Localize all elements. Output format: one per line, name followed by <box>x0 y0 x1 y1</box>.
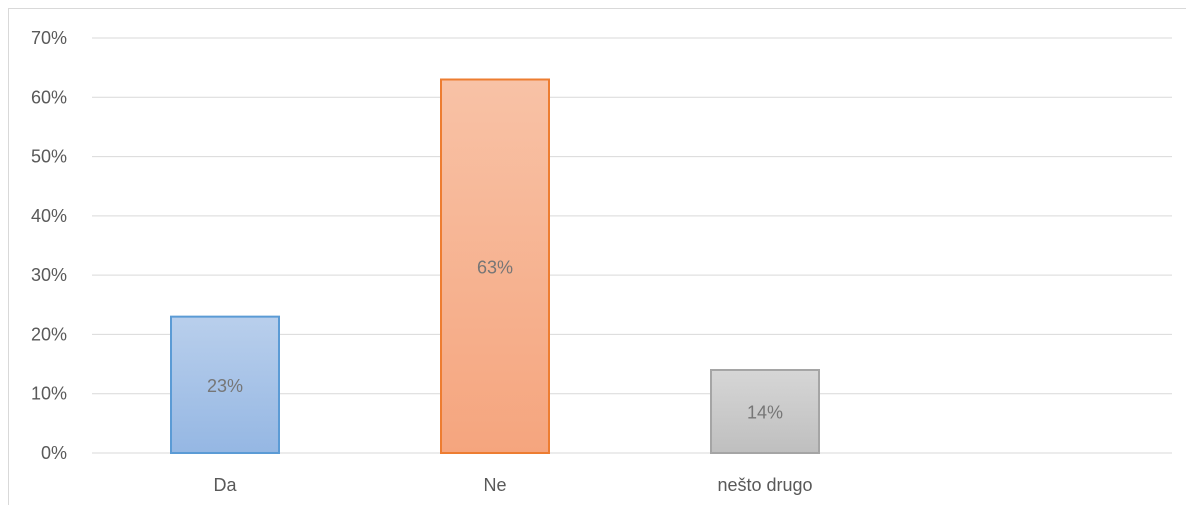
gridlines <box>92 37 1172 454</box>
y-tick-label: 0% <box>41 443 67 463</box>
x-category-label: nešto drugo <box>717 475 812 495</box>
x-category-label: Da <box>213 475 237 495</box>
bar-nešto-drugo <box>710 369 820 454</box>
y-tick-label: 10% <box>31 384 67 404</box>
bars <box>170 78 820 454</box>
data-label: 23% <box>207 376 243 396</box>
y-tick-label: 40% <box>31 206 67 226</box>
x-axis-category-labels: Da Ne nešto drugo <box>213 475 812 495</box>
y-axis-tick-labels: 0% 10% 20% 30% 40% 50% 60% 70% <box>31 28 67 463</box>
y-tick-label: 70% <box>31 28 67 48</box>
data-labels: 23% 63% 14% <box>207 257 783 422</box>
y-tick-label: 20% <box>31 324 67 344</box>
y-tick-label: 60% <box>31 87 67 107</box>
bar-da <box>170 315 280 454</box>
y-tick-label: 30% <box>31 265 67 285</box>
x-category-label: Ne <box>483 475 506 495</box>
y-tick-label: 50% <box>31 147 67 167</box>
data-label: 14% <box>747 403 783 423</box>
bar-ne <box>440 78 550 454</box>
data-label: 63% <box>477 257 513 277</box>
